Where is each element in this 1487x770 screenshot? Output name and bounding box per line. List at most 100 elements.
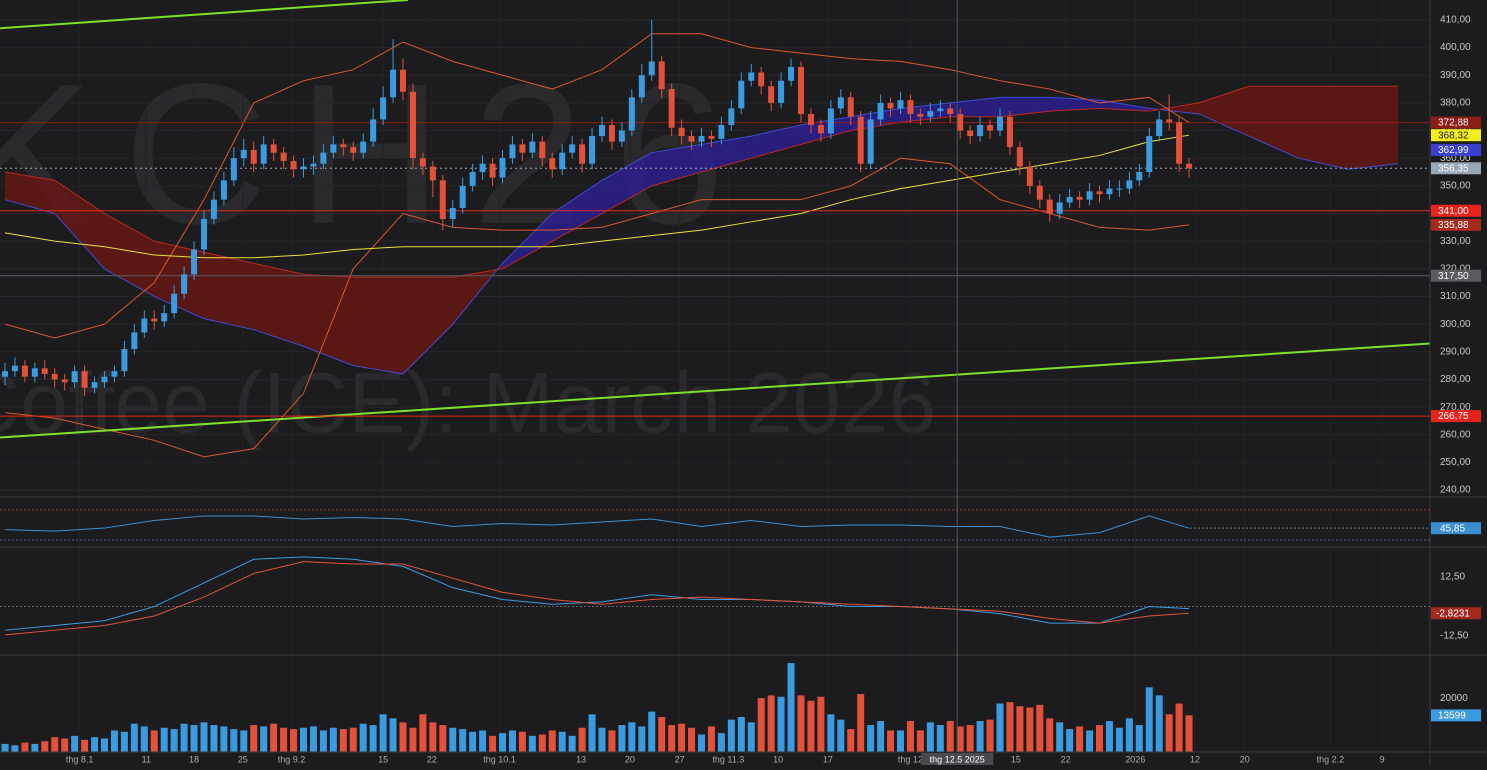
macd-line	[4, 556, 1190, 631]
volume-bar	[707, 726, 715, 752]
candle-body	[449, 207, 456, 220]
volume-bar	[459, 729, 467, 752]
macd-tick-label: 12,50	[1440, 572, 1465, 583]
volume-bar	[588, 714, 596, 752]
candle-body	[718, 125, 725, 139]
volume-bar	[439, 725, 447, 752]
x-tick-label: 22	[1061, 754, 1071, 764]
candle-body	[738, 80, 745, 109]
y-tick-label: 320,00	[1440, 263, 1471, 274]
candle-body	[1116, 188, 1123, 190]
candle-body	[230, 158, 237, 181]
crosshair-label-bg	[921, 753, 994, 765]
y-tick-label: 240,00	[1440, 485, 1471, 496]
candle-body	[1146, 136, 1153, 173]
volume-bar	[837, 719, 845, 752]
candle-body	[688, 136, 695, 142]
indicator-line	[4, 33, 1190, 339]
price-tag-label: 362,99	[1438, 145, 1469, 156]
candle-body	[539, 141, 546, 159]
candle-body	[618, 130, 625, 142]
candle-body	[429, 166, 436, 181]
candle-body	[111, 371, 118, 377]
price-tag	[1431, 410, 1481, 423]
volume-bar	[120, 731, 128, 752]
volume-bar	[200, 722, 208, 752]
trend-line	[0, 0, 409, 30]
candle-body	[867, 119, 874, 164]
candle-body	[11, 365, 18, 372]
candle-body	[459, 185, 466, 208]
x-tick-label: 10	[773, 754, 783, 764]
volume-bar	[777, 696, 785, 752]
candle-body	[1126, 180, 1133, 189]
candle-body	[210, 199, 217, 220]
x-tick-label: 27	[675, 754, 685, 764]
volume-bar	[140, 726, 148, 752]
volume-bar	[827, 714, 835, 752]
candle-body	[917, 113, 924, 117]
candle-body	[708, 136, 715, 139]
cloud-fill	[54, 180, 105, 269]
price-tag	[1431, 162, 1481, 175]
cloud-fill	[651, 144, 702, 186]
y-tick-label: 380,00	[1440, 98, 1471, 109]
volume-bar	[180, 723, 188, 752]
cloud-fill	[602, 152, 652, 214]
candle-body	[798, 66, 804, 114]
candle-body	[161, 313, 168, 322]
x-tick-label: 17	[823, 754, 833, 764]
volume-bar	[300, 727, 307, 752]
candle-body	[220, 180, 227, 200]
candle-body	[409, 91, 416, 159]
candle-body	[519, 144, 526, 153]
cloud-fill	[701, 136, 752, 173]
price-tag	[1431, 269, 1481, 282]
volume-bar	[150, 730, 158, 752]
candle-body	[141, 318, 148, 333]
x-tick-label: 25	[238, 754, 248, 764]
volume-bar	[966, 725, 974, 752]
cloud-fill	[303, 274, 354, 366]
candle-body	[977, 125, 984, 137]
candle-body	[668, 89, 675, 128]
candle-body	[897, 100, 904, 109]
x-tick-label: thg 8.1	[66, 754, 94, 764]
candle-body	[599, 125, 605, 137]
volume-bar	[1105, 721, 1113, 752]
candle-body	[817, 125, 824, 134]
cloud-fill	[1149, 102, 1199, 114]
candle-body	[559, 152, 566, 170]
candle-body	[479, 163, 486, 173]
candle-body	[1086, 191, 1093, 200]
volume-bar	[409, 727, 417, 752]
cloud-fill	[502, 213, 553, 269]
candle-body	[390, 69, 397, 98]
volume-bar	[280, 727, 288, 752]
candle-body	[320, 152, 327, 164]
cloud-fill	[1049, 97, 1100, 112]
volume-bar	[1096, 725, 1103, 752]
candle-body	[131, 332, 138, 350]
volume-bar	[688, 727, 696, 752]
candle-body	[837, 97, 844, 109]
volume-bar	[290, 729, 298, 752]
candle-body	[270, 144, 277, 153]
y-tick-label: 260,00	[1440, 429, 1471, 440]
x-tick-label: thg 11.3	[712, 754, 744, 764]
candle-body	[877, 102, 884, 120]
volume-bar	[668, 725, 676, 752]
candle-body	[41, 368, 48, 374]
candle-body	[121, 349, 128, 372]
price-tag-label: 341,00	[1438, 206, 1469, 217]
volume-bar	[608, 730, 616, 752]
candle-body	[260, 144, 267, 164]
signal-tag	[1431, 607, 1481, 620]
x-tick-label: 12	[1190, 754, 1200, 764]
y-tick-label: 360,00	[1440, 153, 1471, 164]
volume-bar	[996, 703, 1004, 752]
signal-line	[4, 561, 1190, 636]
candle-body	[91, 382, 98, 388]
